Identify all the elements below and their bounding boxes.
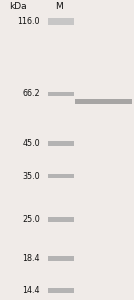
Bar [48,18,74,25]
Bar [48,141,74,146]
Text: 35.0: 35.0 [22,172,40,181]
Bar [48,256,74,261]
Bar [48,217,74,222]
Text: 14.4: 14.4 [22,286,40,295]
Text: 25.0: 25.0 [22,215,40,224]
Bar [48,92,74,96]
Text: 45.0: 45.0 [22,139,40,148]
Text: 66.2: 66.2 [22,89,40,98]
Bar [48,288,74,293]
Text: 116.0: 116.0 [17,17,40,26]
Text: M: M [55,2,63,11]
Bar [75,99,132,104]
Bar [48,174,74,178]
Text: 18.4: 18.4 [22,254,40,263]
Text: kDa: kDa [9,2,27,11]
